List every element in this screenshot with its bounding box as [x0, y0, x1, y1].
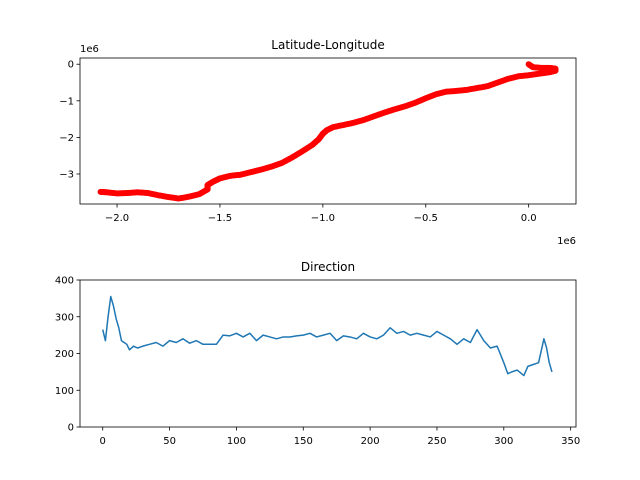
direction-line-marks — [102, 295, 553, 377]
latitude-longitude-scatter-marks — [97, 61, 559, 202]
latitude-longitude-y-offset-label: 1e6 — [80, 44, 99, 55]
direction-title: Direction — [301, 260, 355, 274]
x-tick-label: 0.0 — [521, 213, 537, 224]
y-tick-label: 100 — [55, 386, 74, 397]
latitude-longitude-x-ticks: −2.0 −1.5 −1.0 −0.5 0.0 — [105, 204, 537, 224]
y-tick-label: −1 — [59, 96, 74, 107]
x-tick-label: 200 — [361, 436, 380, 447]
latitude-longitude-x-offset-label: 1e6 — [557, 236, 576, 247]
x-tick-label: −1.5 — [208, 213, 232, 224]
x-tick-label: 100 — [227, 436, 246, 447]
y-tick-label: −2 — [59, 133, 74, 144]
y-tick-label: 300 — [55, 312, 74, 323]
x-tick-label: 0 — [100, 436, 106, 447]
x-tick-label: −0.5 — [414, 213, 438, 224]
x-tick-label: 250 — [427, 436, 446, 447]
y-tick-label: 0 — [68, 60, 74, 71]
latitude-longitude-axes: −2.0 −1.5 −1.0 −0.5 0.0 0 −1 −2 −3 Latitude-Lon… — [59, 38, 577, 247]
x-tick-label: −2.0 — [105, 213, 129, 224]
y-tick-label: 200 — [55, 349, 74, 360]
x-tick-label: 150 — [294, 436, 313, 447]
y-tick-label: 0 — [68, 423, 74, 434]
latitude-longitude-y-ticks: 0 −1 −2 −3 — [59, 60, 80, 180]
x-tick-label: 50 — [163, 436, 176, 447]
x-tick-label: 350 — [561, 436, 580, 447]
direction-x-ticks: 0 50 100 150 200 250 300 350 — [100, 427, 580, 447]
y-tick-label: 400 — [55, 276, 74, 287]
x-tick-label: 300 — [494, 436, 513, 447]
x-tick-label: −1.0 — [311, 213, 335, 224]
latitude-longitude-title: Latitude-Longitude — [271, 38, 384, 52]
direction-y-ticks: 0 100 200 300 400 — [55, 276, 80, 434]
scatter-point — [97, 188, 104, 195]
latitude-longitude-frame — [79, 57, 577, 205]
y-tick-label: −3 — [59, 169, 74, 180]
direction-axes: 0 50 100 150 200 250 300 350 0 100 200 300 400 Dire… — [55, 260, 580, 447]
direction-series-line — [102, 295, 553, 377]
